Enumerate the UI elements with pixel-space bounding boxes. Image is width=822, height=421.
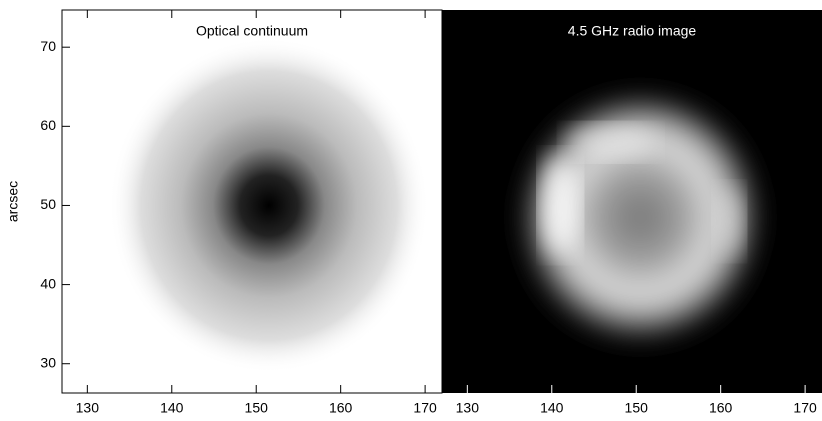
x-tick-label: 140 [540, 400, 564, 416]
y-tick-label: 50 [40, 196, 56, 212]
y-tick-label: 40 [40, 275, 56, 291]
x-tick-label: 150 [625, 400, 649, 416]
x-tick-label: 150 [245, 400, 269, 416]
x-tick-label: 170 [793, 400, 817, 416]
panels: 130 140 150 160 170 30 40 50 60 70 Optical continu… [5, 9, 822, 416]
x-tick-label: 140 [160, 400, 184, 416]
optical-emission [108, 37, 429, 374]
y-tick-label: 60 [40, 117, 56, 133]
x-tick-label: 160 [329, 400, 353, 416]
x-tick-label: 130 [456, 400, 480, 416]
panel-title: 4.5 GHz radio image [568, 23, 697, 39]
radio-bright-patch [565, 124, 656, 161]
radio-bright-patch [714, 186, 745, 257]
panel-title: Optical continuum [196, 23, 308, 39]
x-tick-label: 170 [413, 400, 437, 416]
y-axis-label: arcsec [5, 181, 21, 222]
x-tick-label: 130 [76, 400, 100, 416]
y-tick-label: 30 [40, 354, 56, 370]
y-tick-label: 70 [40, 38, 56, 54]
image [62, 10, 442, 393]
radio-bright-patch [540, 155, 581, 256]
image [442, 10, 822, 393]
x-tick-label: 160 [709, 400, 733, 416]
